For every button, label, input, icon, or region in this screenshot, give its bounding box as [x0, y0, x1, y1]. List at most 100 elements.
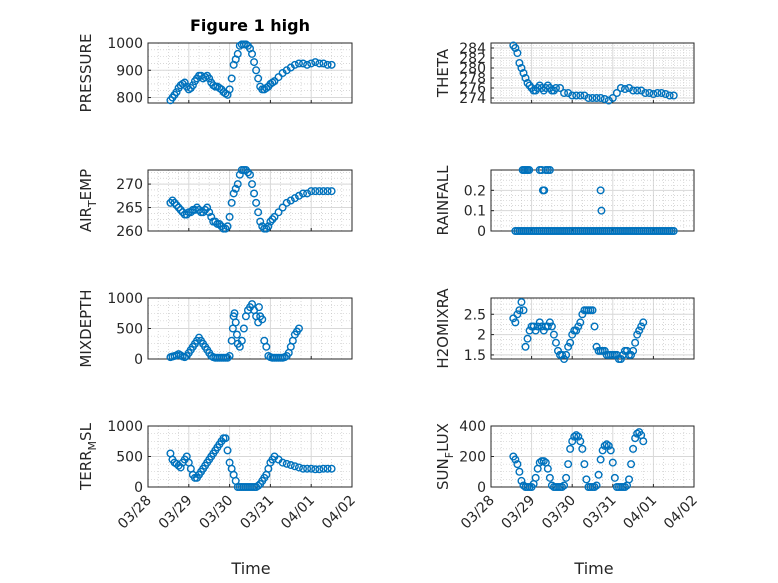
data-point — [315, 187, 324, 196]
data-point — [278, 203, 287, 212]
data-point — [669, 91, 678, 100]
data-point — [270, 212, 279, 221]
axes-box — [490, 169, 695, 232]
data-point — [635, 326, 644, 335]
data-point — [539, 457, 548, 466]
data-point — [170, 198, 179, 207]
data-point — [627, 350, 636, 359]
data-point — [327, 60, 336, 69]
data-point — [172, 88, 181, 97]
data-point — [560, 355, 569, 364]
y-tick-label: 400 — [459, 419, 486, 435]
data-point — [319, 464, 328, 473]
data-point — [594, 470, 603, 479]
data-point — [556, 83, 565, 92]
data-point — [596, 93, 605, 102]
data-point — [545, 165, 554, 174]
data-point — [254, 74, 263, 83]
data-point — [606, 446, 615, 455]
data-point — [598, 446, 607, 455]
data-point — [600, 346, 609, 355]
data-point — [576, 437, 585, 446]
y-tick-label: 2.5 — [464, 307, 486, 323]
data-point — [566, 338, 575, 347]
y-axis-label: H2OMIXRA — [434, 288, 452, 369]
data-point — [254, 303, 263, 312]
data-point — [250, 58, 259, 67]
data-point — [290, 194, 299, 203]
y-tick-label: 270 — [116, 177, 143, 193]
data-point — [231, 318, 240, 327]
data-point — [558, 350, 567, 359]
data-point — [286, 461, 295, 470]
data-point — [572, 91, 581, 100]
data-point — [523, 334, 532, 343]
data-point — [327, 187, 336, 196]
data-point — [274, 73, 283, 82]
data-point — [629, 444, 638, 453]
data-point — [311, 465, 320, 474]
data-point — [239, 324, 248, 333]
data-point — [521, 73, 530, 82]
data-point — [225, 85, 234, 94]
data-point — [519, 306, 528, 315]
data-point — [227, 198, 236, 207]
data-point — [631, 338, 640, 347]
y-tick-label: 1000 — [107, 419, 143, 435]
data-point — [631, 434, 640, 443]
axes-box — [490, 297, 695, 360]
data-point — [294, 59, 303, 68]
data-point — [596, 186, 605, 195]
data-point — [233, 180, 242, 189]
data-point — [547, 322, 556, 331]
data-point — [311, 58, 320, 67]
data-point — [205, 74, 214, 83]
data-point — [207, 212, 216, 221]
y-axis-label: RAINFALL — [434, 165, 452, 236]
data-point — [551, 83, 560, 92]
data-point — [176, 463, 185, 472]
data-point — [299, 59, 308, 68]
y-tick-label: 265 — [116, 201, 143, 217]
data-point — [578, 444, 587, 453]
y-tick-label: 280 — [459, 61, 486, 77]
data-point — [203, 203, 212, 212]
y-tick-label: 0.1 — [464, 204, 486, 220]
subplot-air-temp: 260 265 270 AIRTEMP — [77, 165, 353, 240]
data-point — [515, 467, 524, 476]
data-point — [578, 310, 587, 319]
data-point — [515, 306, 524, 315]
data-point — [513, 310, 522, 319]
data-point — [248, 180, 257, 189]
data-point — [629, 86, 638, 95]
data-point — [533, 322, 542, 331]
y-tick-label: 2 — [477, 328, 486, 344]
data-point — [192, 203, 201, 212]
x-tick-label: 04/01 — [278, 493, 318, 533]
data-point — [543, 464, 552, 473]
data-point — [564, 460, 573, 469]
data-point — [604, 441, 613, 450]
data-point — [665, 91, 674, 100]
data-point — [641, 88, 650, 97]
data-point — [602, 440, 611, 449]
data-point — [188, 81, 197, 90]
data-point — [657, 88, 666, 97]
data-point — [513, 49, 522, 58]
data-point — [182, 210, 191, 219]
data-point — [568, 330, 577, 339]
data-point — [294, 463, 303, 472]
data-point — [172, 201, 181, 210]
data-point — [608, 458, 617, 467]
data-point — [576, 318, 585, 327]
data-point — [515, 59, 524, 68]
data-point — [568, 91, 577, 100]
data-point — [237, 336, 246, 345]
x-tick-label: 03/28 — [115, 493, 155, 533]
data-point — [616, 355, 625, 364]
data-point — [248, 49, 257, 58]
data-point — [566, 444, 575, 453]
x-tick-label: 03/29 — [156, 493, 196, 533]
data-point — [294, 324, 303, 333]
